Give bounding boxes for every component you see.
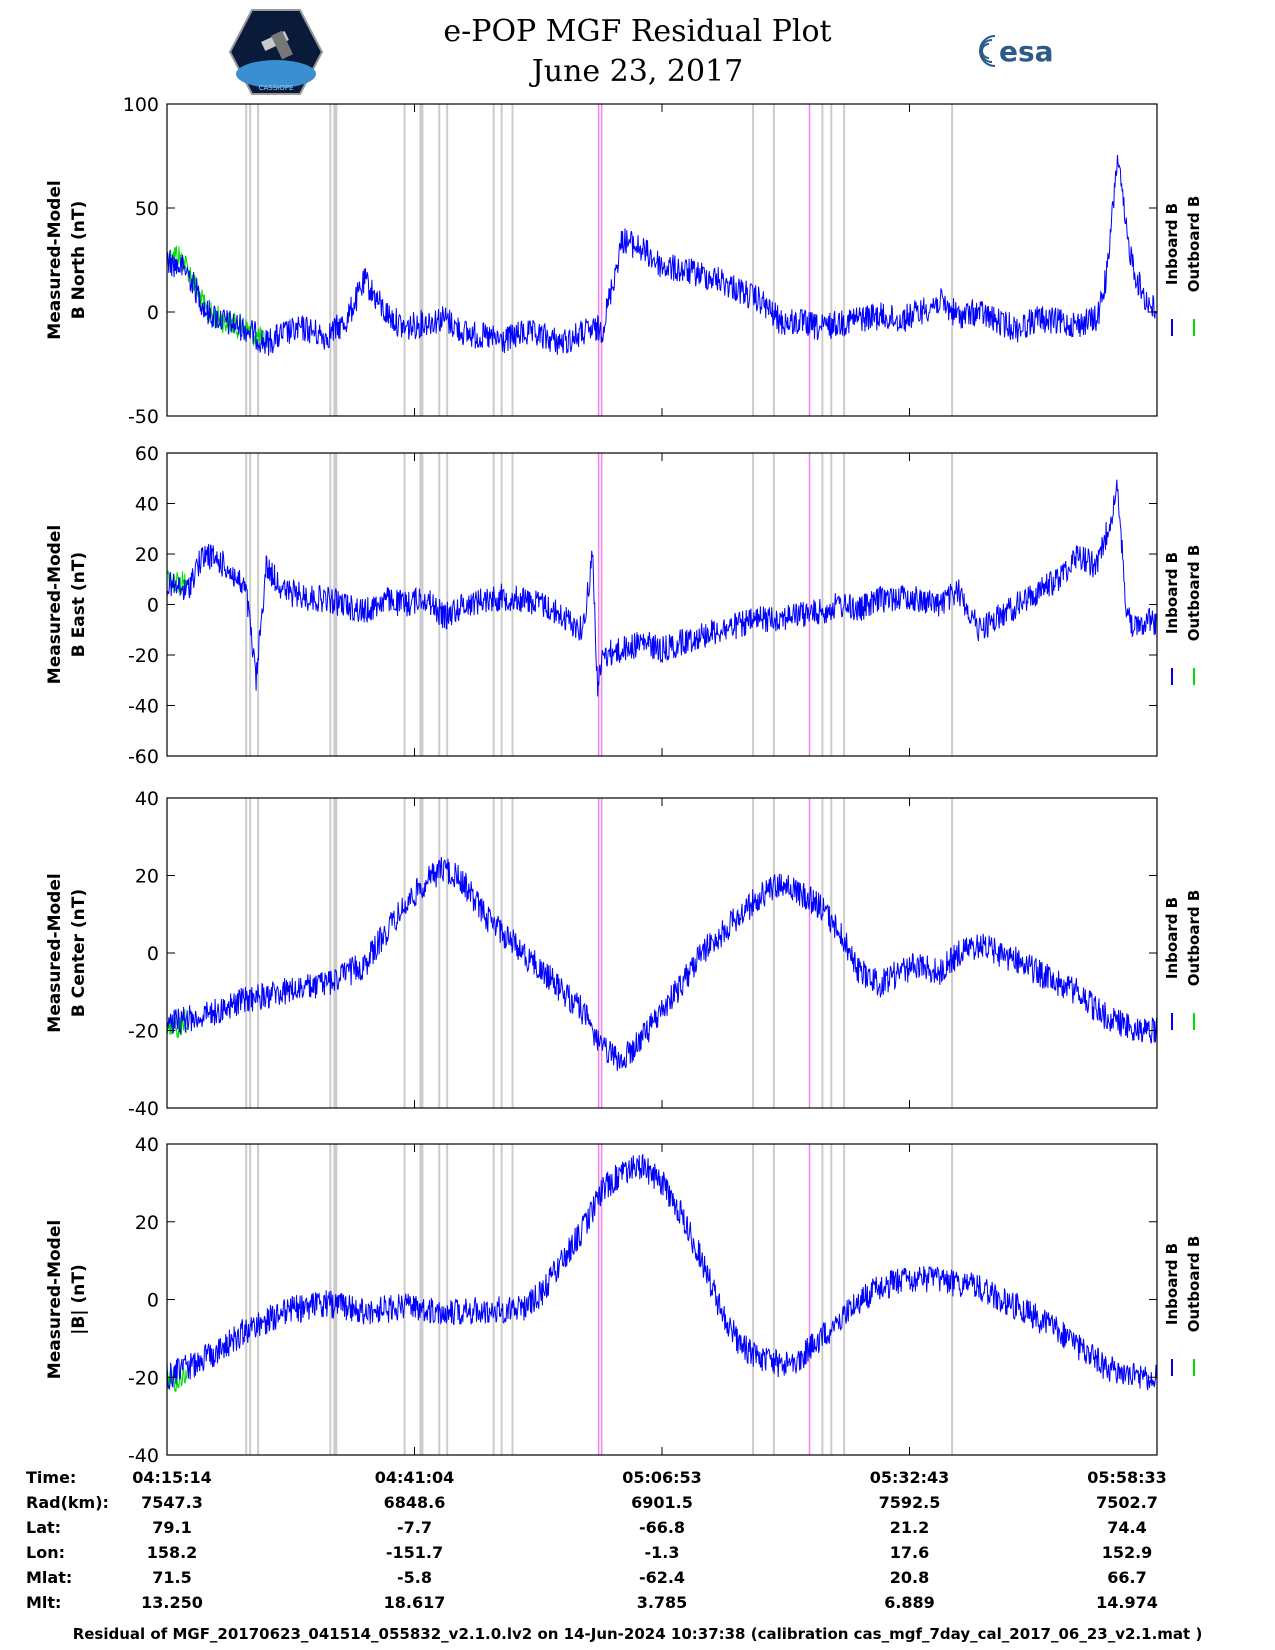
ephemeris-value: 71.5 (152, 1568, 192, 1587)
y-tick-label: 40 (135, 1134, 159, 1156)
y-tick-label: 0 (147, 1290, 159, 1312)
ephemeris-value: 05:58:33 (1087, 1468, 1167, 1487)
ephemeris-value: 7592.5 (878, 1493, 941, 1512)
legend-inboard-label: Inboard B (1163, 552, 1181, 634)
ephemeris-value: -151.7 (385, 1543, 444, 1562)
y-tick-label: 40 (135, 494, 159, 516)
ephemeris-value: 20.8 (889, 1568, 930, 1587)
inboard-series-line (166, 1153, 1158, 1391)
ephemeris-row-label: Mlat: (26, 1568, 73, 1587)
ephemeris-value: 13.250 (141, 1593, 203, 1612)
cassiope-logo: CASSIOPE (228, 9, 324, 95)
esa-logo: esa (979, 35, 1054, 68)
ephemeris-value: 66.7 (1107, 1568, 1147, 1587)
ephemeris-value: 21.2 (889, 1518, 930, 1537)
inboard-series-line (166, 856, 1158, 1071)
ephemeris-row-label: Lat: (26, 1518, 62, 1537)
legend-outboard-label: Outboard B (1185, 545, 1203, 642)
inboard-series-line (166, 479, 1158, 697)
ephemeris-value: -1.3 (644, 1543, 680, 1562)
ephemeris-value: 05:32:43 (869, 1468, 950, 1487)
legend-outboard-label: Outboard B (1185, 1236, 1203, 1333)
y-tick-label: -20 (128, 1021, 159, 1043)
y-tick-label: 60 (135, 443, 159, 465)
y-tick-label: 0 (147, 595, 159, 617)
ephemeris-value: 17.6 (889, 1543, 930, 1562)
ephemeris-value: 152.9 (1101, 1543, 1153, 1562)
y-axis-label: Measured-Model (45, 1220, 65, 1379)
plot-title: e-POP MGF Residual Plot (443, 14, 832, 49)
ephemeris-row-label: Mlt: (26, 1593, 62, 1612)
cassiope-logo-caption: CASSIOPE (259, 84, 294, 92)
legend-outboard-label: Outboard B (1185, 890, 1203, 987)
y-tick-label: -40 (128, 696, 159, 718)
ephemeris-value: 158.2 (146, 1543, 198, 1562)
legend-inboard-label: Inboard B (1163, 1243, 1181, 1325)
ephemeris-row-label: Time: (26, 1468, 77, 1487)
ephemeris-value: 7502.7 (1096, 1493, 1158, 1512)
ephemeris-value: 14.974 (1096, 1593, 1158, 1612)
ephemeris-value: 79.1 (152, 1518, 192, 1537)
y-tick-label: 20 (135, 866, 159, 888)
y-tick-label: 20 (135, 544, 159, 566)
ephemeris-value: 6.889 (884, 1593, 935, 1612)
y-tick-label: 50 (135, 198, 159, 220)
ephemeris-value: 74.4 (1107, 1518, 1147, 1537)
outboard-series-line (166, 570, 188, 595)
y-tick-label: -60 (128, 746, 159, 768)
outboard-series-line (166, 1009, 188, 1039)
y-tick-label: 0 (147, 302, 159, 324)
ephemeris-value: 6901.5 (631, 1493, 693, 1512)
y-tick-label: -40 (128, 1445, 159, 1467)
y-axis-label: Measured-Model (45, 180, 65, 339)
ephemeris-value: -7.7 (397, 1518, 432, 1537)
y-tick-label: 100 (123, 94, 159, 116)
y-axis-label: B Center (nT) (69, 889, 89, 1017)
ephemeris-value: -5.8 (397, 1568, 432, 1587)
legend-outboard-label: Outboard B (1185, 196, 1203, 293)
ephemeris-value: -66.8 (638, 1518, 686, 1537)
y-axis-label: |B| (nT) (69, 1264, 89, 1335)
ephemeris-value: 04:41:04 (374, 1468, 455, 1487)
plot-frame (166, 797, 1158, 1109)
esa-logo-text: esa (999, 35, 1054, 68)
ephemeris-row-label: Rad(km): (26, 1493, 109, 1512)
y-tick-label: -20 (128, 1367, 159, 1389)
legend-inboard-label: Inboard B (1163, 897, 1181, 979)
footer-caption: Residual of MGF_20170623_041514_055832_v… (72, 1625, 1203, 1643)
y-tick-label: 0 (147, 943, 159, 965)
ephemeris-value: 18.617 (383, 1593, 446, 1612)
ephemeris-row-label: Lon: (26, 1543, 65, 1562)
y-tick-label: -20 (128, 645, 159, 667)
y-tick-label: 40 (135, 788, 159, 810)
ephemeris-value: 6848.6 (383, 1493, 446, 1512)
ephemeris-value: 3.785 (636, 1593, 688, 1612)
ephemeris-value: 04:15:14 (132, 1468, 212, 1487)
inboard-series-line (166, 154, 1158, 356)
y-tick-label: -50 (128, 406, 159, 428)
y-axis-label: Measured-Model (45, 525, 65, 684)
y-axis-label: B North (nT) (69, 201, 89, 320)
ephemeris-value: 05:06:53 (622, 1468, 702, 1487)
plot-date: June 23, 2017 (531, 54, 744, 89)
legend-inboard-label: Inboard B (1163, 203, 1181, 285)
y-tick-label: 20 (135, 1212, 159, 1234)
ephemeris-value: -62.4 (638, 1568, 686, 1587)
y-tick-label: -40 (128, 1098, 159, 1120)
y-axis-label: Measured-Model (45, 873, 65, 1032)
ephemeris-value: 7547.3 (141, 1493, 203, 1512)
y-axis-label: B East (nT) (69, 552, 89, 657)
